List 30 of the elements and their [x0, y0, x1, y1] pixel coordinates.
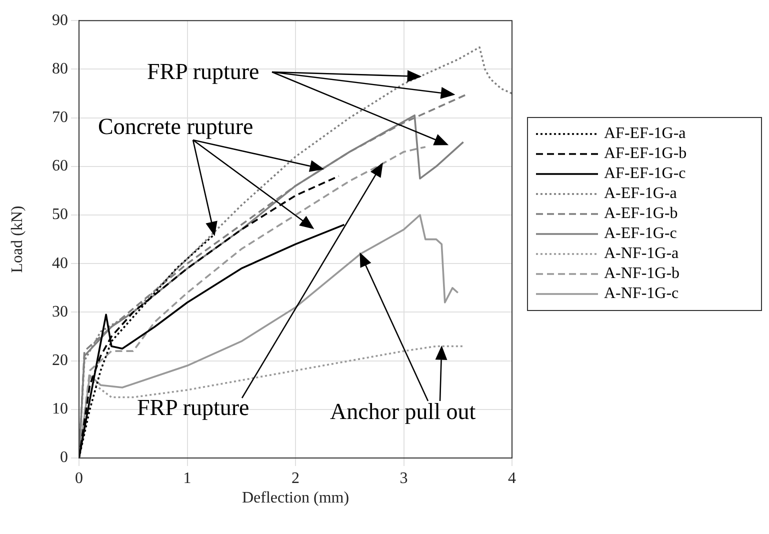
- x-axis-title: Deflection (mm): [242, 490, 350, 507]
- y-tick-label: 0: [60, 449, 68, 466]
- legend-label: A-NF-1G-b: [604, 265, 680, 283]
- y-tick-label: 10: [52, 400, 68, 418]
- legend-label: A-EF-1G-c: [604, 225, 677, 243]
- y-tick-label: 60: [52, 158, 68, 175]
- y-tick-label: 40: [52, 254, 68, 272]
- legend-label: A-NF-1G-c: [604, 285, 679, 303]
- y-tick-label: 30: [52, 303, 68, 320]
- annotation: Anchor pull out: [330, 398, 476, 426]
- annotation: FRP rupture: [137, 394, 250, 422]
- legend-label: AF-EF-1G-c: [604, 165, 686, 183]
- y-axis-title: Load (kN): [8, 206, 26, 273]
- legend-label: A-EF-1G-b: [604, 205, 678, 223]
- legend-label: AF-EF-1G-b: [604, 145, 687, 163]
- annotation: Concrete rupture: [98, 113, 254, 141]
- x-tick-label: 2: [292, 470, 300, 487]
- x-tick-label: 1: [183, 470, 192, 487]
- y-tick-label: 20: [52, 352, 68, 370]
- y-tick-label: 80: [52, 60, 68, 78]
- x-tick-label: 0: [75, 470, 83, 487]
- y-tick-label: 70: [52, 109, 68, 126]
- x-tick-label: 3: [400, 470, 408, 487]
- annotation: FRP rupture: [147, 58, 260, 86]
- y-tick-label: 90: [52, 12, 68, 29]
- y-tick-label: 50: [52, 206, 68, 224]
- legend-label: A-NF-1G-a: [604, 245, 679, 263]
- legend-label: A-EF-1G-a: [604, 185, 677, 203]
- legend-label: AF-EF-1G-a: [604, 125, 686, 143]
- x-tick-label: 4: [508, 470, 516, 487]
